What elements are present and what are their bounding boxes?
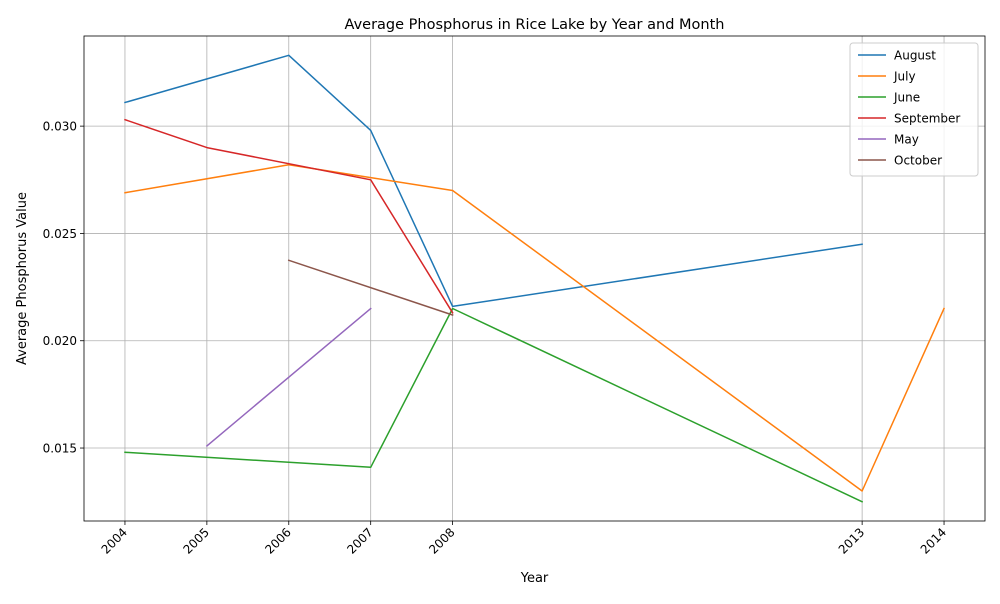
- series-line-august: [124, 54, 863, 308]
- series-line-october: [287, 259, 454, 316]
- y-axis: 0.015 0.020 0.025 0.030: [43, 120, 84, 456]
- series-lines: [124, 54, 945, 503]
- legend-label: August: [894, 49, 936, 63]
- legend-label: July: [893, 70, 916, 84]
- series-line-september: [124, 118, 454, 314]
- y-axis-label: Average Phosphorus Value: [15, 192, 30, 365]
- legend-label: June: [893, 91, 920, 105]
- series-line-july: [124, 164, 945, 492]
- series-line-may: [205, 307, 372, 447]
- chart-title: Average Phosphorus in Rice Lake by Year …: [345, 17, 725, 33]
- y-tick-label: 0.015: [43, 442, 77, 456]
- legend-label: September: [894, 112, 960, 126]
- plot-frame: [83, 35, 986, 522]
- legend-label: October: [894, 154, 942, 168]
- y-tick-label: 0.025: [43, 227, 77, 241]
- y-tick-label: 0.020: [43, 334, 77, 348]
- series-line-june: [124, 307, 864, 503]
- y-tick-label: 0.030: [43, 120, 77, 134]
- legend-label: May: [894, 133, 919, 147]
- legend: August July June September May October: [849, 42, 979, 177]
- x-axis-label: Year: [520, 571, 549, 586]
- grid-lines: [84, 36, 985, 521]
